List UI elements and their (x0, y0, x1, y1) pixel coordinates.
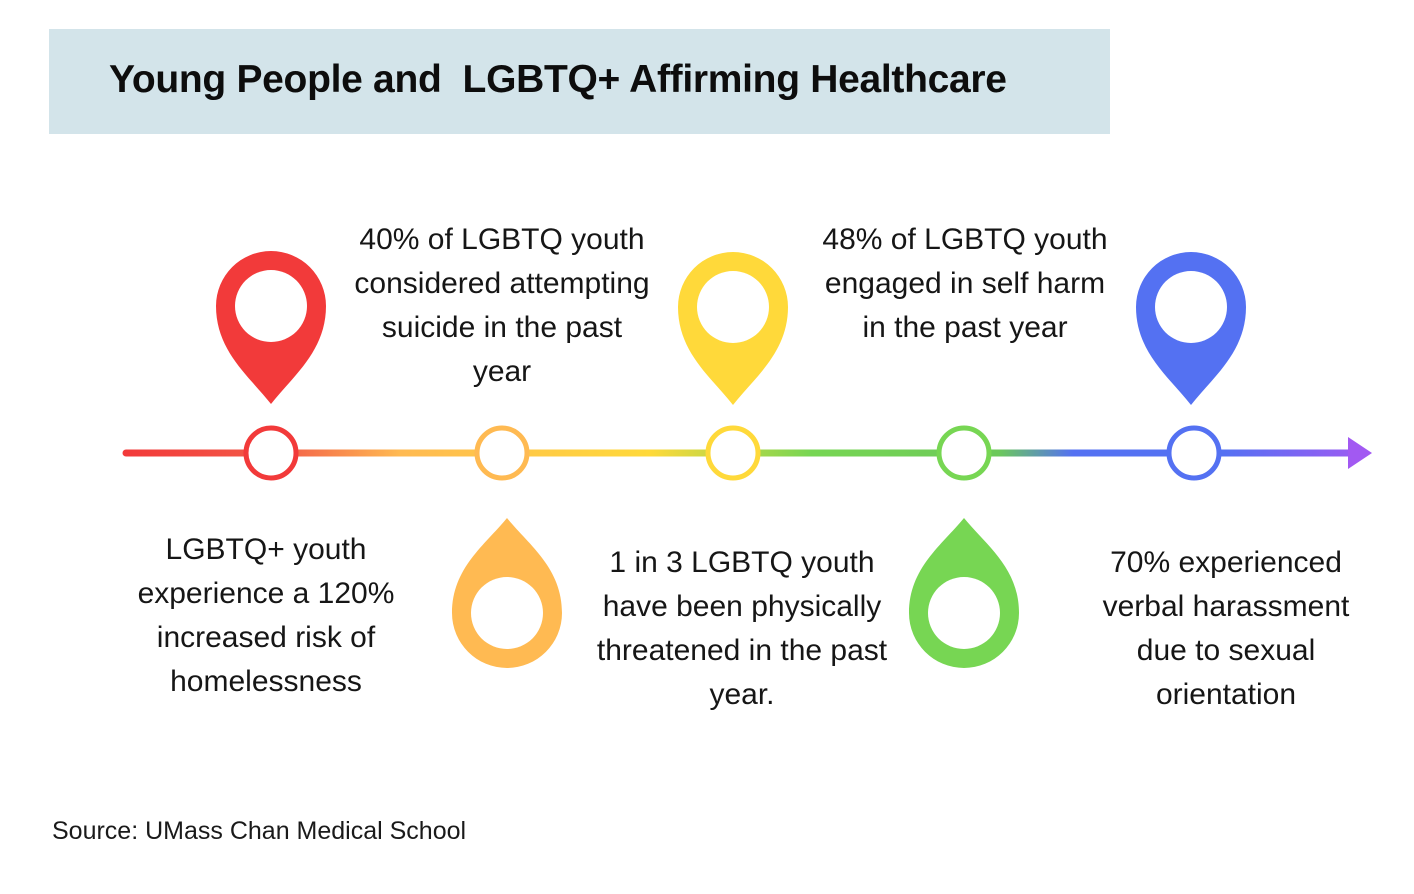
fact-harassment: 70% experienced verbal harassment due to… (1102, 546, 1350, 711)
timeline-node (243, 425, 299, 481)
map-pin-icon (1136, 252, 1246, 406)
drop-pin-icon (909, 518, 1019, 668)
map-pin-icon (678, 252, 788, 406)
timeline-node (1166, 425, 1222, 481)
page-title: Young People and LGBTQ+ Affirming Health… (109, 58, 1007, 101)
fact-homelessness: LGBTQ+ youth experience a 120% increased… (137, 533, 395, 698)
timeline-node (705, 425, 761, 481)
fact-self-harm: 48% of LGBTQ youth engaged in self harm … (822, 223, 1108, 344)
drop-pin-icon (452, 518, 562, 668)
source-citation: Source: UMass Chan Medical School (52, 817, 467, 845)
map-pin-icon (216, 251, 326, 405)
timeline-node (474, 425, 530, 481)
title-banner: Young People and LGBTQ+ Affirming Health… (49, 29, 1110, 134)
timeline-arrowhead (1348, 437, 1372, 469)
fact-threatened: 1 in 3 LGBTQ youth have been physically … (596, 546, 888, 711)
fact-suicide: 40% of LGBTQ youth considered attempting… (354, 223, 650, 388)
timeline-node (936, 425, 992, 481)
